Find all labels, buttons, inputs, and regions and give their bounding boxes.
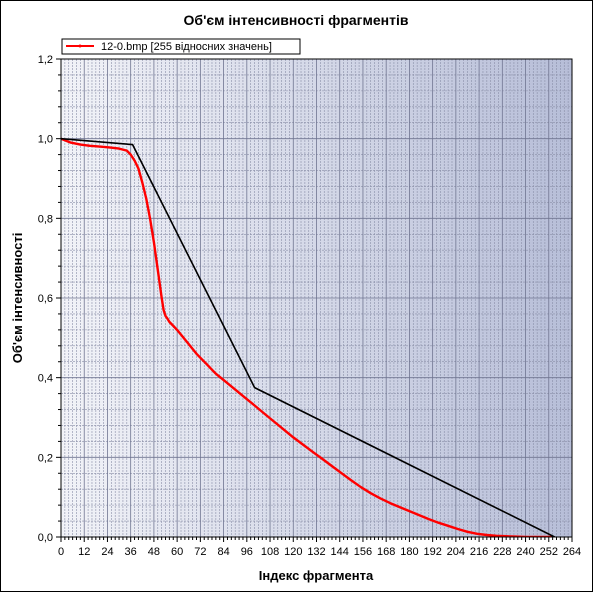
x-tick-label: 36 bbox=[125, 546, 137, 558]
y-tick-label: 0,8 bbox=[38, 213, 53, 225]
legend-box bbox=[61, 38, 301, 55]
series-line-main bbox=[61, 137, 554, 537]
legend: 12-0.bmp [255 відносних значень] bbox=[61, 38, 301, 55]
y-axis-label: Об'єм інтенсивності bbox=[10, 233, 25, 364]
y-tick-label: 0,2 bbox=[38, 452, 53, 464]
x-tick-label: 144 bbox=[331, 546, 349, 558]
x-tick-label: 120 bbox=[284, 546, 302, 558]
y-axis-ticks: 0,0 0,2 0,4 0,6 0,8 1,0 1,2 bbox=[38, 54, 61, 544]
series-layer bbox=[61, 137, 556, 537]
x-axis-ticks: 0 12 24 36 48 60 72 84 96 108 120 132 144 156 168 180 19… bbox=[58, 537, 581, 558]
x-tick-label: 12 bbox=[78, 546, 90, 558]
x-tick-label: 0 bbox=[58, 546, 64, 558]
x-tick-label: 24 bbox=[101, 546, 113, 558]
x-axis-label: Індекс фрагмента bbox=[259, 568, 374, 583]
x-tick-label: 60 bbox=[171, 546, 183, 558]
x-tick-label: 84 bbox=[217, 546, 229, 558]
x-tick-label: 132 bbox=[307, 546, 325, 558]
x-tick-label: 96 bbox=[241, 546, 253, 558]
x-tick-label: 108 bbox=[261, 546, 279, 558]
x-tick-label: 240 bbox=[516, 546, 534, 558]
y-tick-label: 1,0 bbox=[38, 134, 53, 146]
x-tick-label: 48 bbox=[148, 546, 160, 558]
grid-major bbox=[61, 59, 572, 537]
x-tick-label: 228 bbox=[493, 546, 511, 558]
legend-entry-label: 12-0.bmp [255 відносних значень] bbox=[101, 41, 272, 53]
x-tick-label: 264 bbox=[563, 546, 581, 558]
x-tick-label: 168 bbox=[377, 546, 395, 558]
x-tick-label: 216 bbox=[470, 546, 488, 558]
x-tick-label: 180 bbox=[400, 546, 418, 558]
y-tick-label: 0,0 bbox=[38, 532, 53, 544]
legend-swatch-marker bbox=[78, 44, 82, 48]
x-tick-label: 204 bbox=[447, 546, 465, 558]
x-tick-label: 156 bbox=[354, 546, 372, 558]
series-line-approximation bbox=[61, 137, 556, 537]
x-tick-label: 192 bbox=[423, 546, 441, 558]
y-tick-label: 1,2 bbox=[38, 54, 53, 66]
x-tick-label: 252 bbox=[540, 546, 558, 558]
x-tick-label: 72 bbox=[194, 546, 206, 558]
y-tick-label: 0,6 bbox=[38, 293, 53, 305]
chart-title: Об'єм інтенсивності фрагментів bbox=[184, 12, 409, 28]
y-tick-label: 0,4 bbox=[38, 373, 53, 385]
